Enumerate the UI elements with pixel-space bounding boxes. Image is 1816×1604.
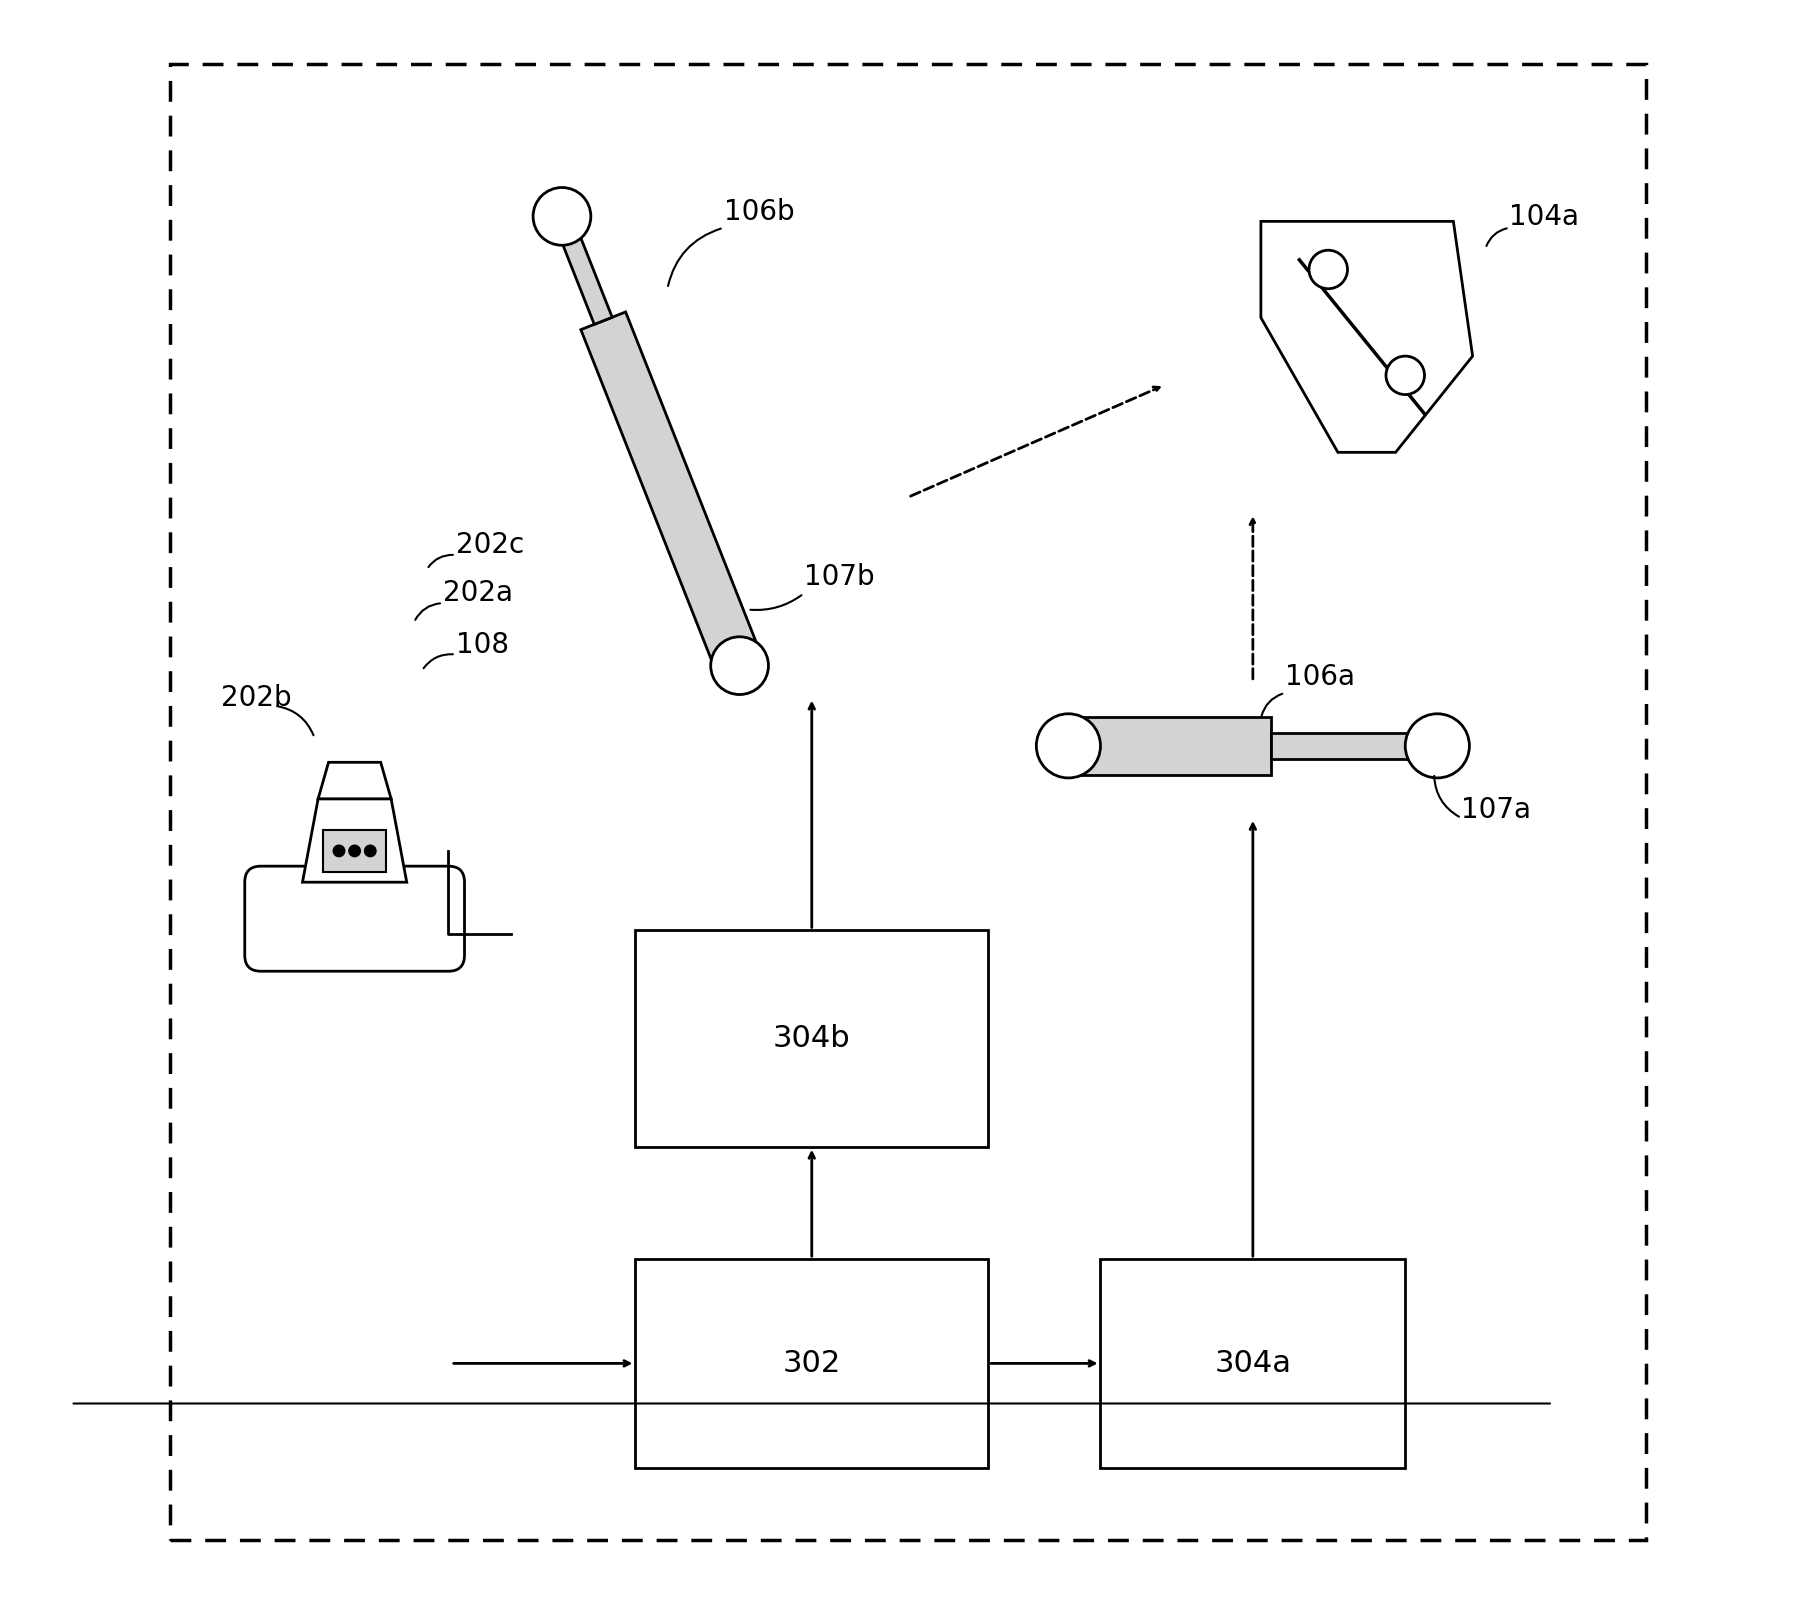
- Text: 108: 108: [456, 630, 508, 659]
- Polygon shape: [303, 799, 407, 882]
- Circle shape: [1309, 250, 1347, 289]
- Text: 202b: 202b: [222, 683, 292, 712]
- Text: 302: 302: [783, 1349, 841, 1378]
- FancyBboxPatch shape: [636, 930, 988, 1147]
- Text: 107b: 107b: [804, 563, 873, 592]
- Circle shape: [1037, 714, 1100, 778]
- Polygon shape: [554, 213, 612, 324]
- Text: 202c: 202c: [456, 531, 525, 560]
- FancyBboxPatch shape: [245, 866, 465, 970]
- Polygon shape: [318, 762, 390, 799]
- Circle shape: [1406, 714, 1469, 778]
- Text: 202a: 202a: [443, 579, 512, 608]
- Text: 106a: 106a: [1286, 662, 1355, 691]
- Polygon shape: [581, 311, 763, 675]
- Text: 107a: 107a: [1462, 796, 1531, 824]
- Circle shape: [365, 845, 376, 857]
- Text: 106b: 106b: [723, 197, 794, 226]
- Circle shape: [534, 188, 590, 245]
- Polygon shape: [1271, 733, 1436, 759]
- Polygon shape: [1260, 221, 1473, 452]
- Text: 304b: 304b: [774, 1023, 850, 1054]
- Text: 104a: 104a: [1509, 202, 1580, 231]
- Polygon shape: [1068, 717, 1271, 775]
- Circle shape: [349, 845, 360, 857]
- Circle shape: [1386, 356, 1424, 395]
- FancyBboxPatch shape: [636, 1259, 988, 1468]
- Text: 304a: 304a: [1215, 1349, 1291, 1378]
- FancyBboxPatch shape: [1100, 1259, 1406, 1468]
- Circle shape: [334, 845, 345, 857]
- FancyBboxPatch shape: [323, 831, 385, 873]
- Circle shape: [710, 637, 768, 695]
